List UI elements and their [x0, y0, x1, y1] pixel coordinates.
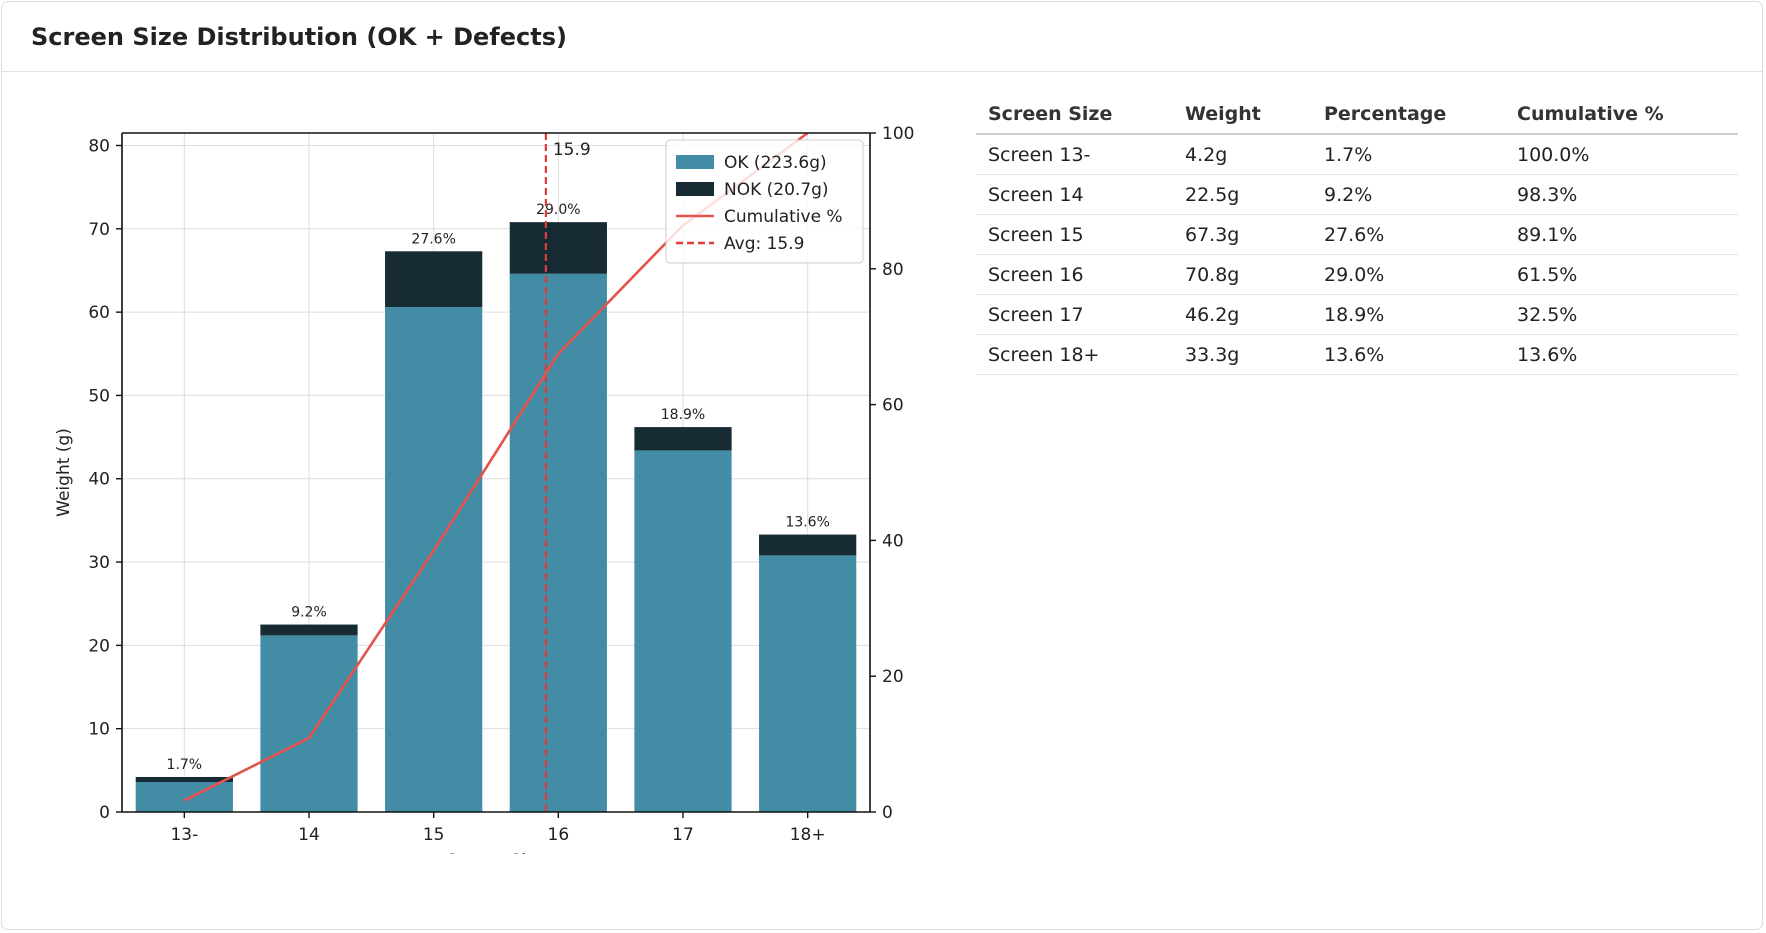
cell-percentage: 1.7%	[1312, 134, 1505, 175]
legend-label: Cumulative %	[724, 207, 843, 227]
cell-percentage: 18.9%	[1312, 294, 1505, 335]
cell-screen-size: Screen 14	[976, 174, 1173, 215]
cell-cumulative: 32.5%	[1505, 294, 1738, 335]
bar-label: 18.9%	[661, 407, 705, 423]
y2-tick-label: 20	[882, 667, 904, 687]
col-header-screen-size: Screen Size	[976, 94, 1173, 135]
cell-weight: 70.8g	[1173, 254, 1312, 295]
distribution-table: Screen Size Weight Percentage Cumulative…	[976, 94, 1738, 375]
col-header-percentage: Percentage	[1312, 94, 1505, 135]
bar-label: 29.0%	[536, 202, 580, 218]
bar-label: 9.2%	[291, 605, 327, 621]
bar-nok	[260, 624, 358, 636]
cell-screen-size: Screen 13-	[976, 134, 1173, 175]
legend-label: NOK (20.7g)	[724, 180, 829, 200]
table-row: Screen 15 67.3g 27.6% 89.1%	[976, 214, 1738, 255]
bar-ok	[509, 273, 607, 812]
cell-screen-size: Screen 17	[976, 294, 1173, 335]
legend-label: OK (223.6g)	[724, 153, 827, 173]
col-header-cumulative: Cumulative %	[1505, 94, 1738, 135]
x-tick-label: 14	[298, 825, 320, 845]
col-header-weight: Weight	[1173, 94, 1312, 135]
bar-ok	[135, 782, 233, 812]
avg-line-label: 15.9	[553, 140, 591, 160]
card-title: Screen Size Distribution (OK + Defects)	[31, 22, 567, 51]
cell-cumulative: 13.6%	[1505, 334, 1738, 375]
y2-tick-label: 80	[882, 260, 904, 280]
bar-ok	[634, 450, 732, 812]
cell-weight: 33.3g	[1173, 334, 1312, 375]
x-tick-label: 16	[548, 825, 570, 845]
y2-tick-label: 0	[882, 803, 893, 823]
y2-tick-label: 60	[882, 396, 904, 416]
card-header: Screen Size Distribution (OK + Defects)	[2, 2, 1762, 72]
cell-cumulative: 100.0%	[1505, 134, 1738, 175]
cell-weight: 22.5g	[1173, 174, 1312, 215]
pareto-chart: 1.7% 9.2% 27.6% 29.0% 18.9% 13.6% 15.9 0 10 20 30 4…	[54, 124, 914, 854]
cell-cumulative: 98.3%	[1505, 174, 1738, 215]
bar-label: 13.6%	[785, 515, 829, 531]
cell-weight: 46.2g	[1173, 294, 1312, 335]
cell-percentage: 29.0%	[1312, 254, 1505, 295]
cell-cumulative: 89.1%	[1505, 214, 1738, 255]
y-tick-label: 80	[88, 136, 110, 156]
cell-screen-size: Screen 15	[976, 214, 1173, 255]
cell-weight: 4.2g	[1173, 134, 1312, 175]
x-axis-label: Screen Size	[447, 851, 546, 854]
cell-weight: 67.3g	[1173, 214, 1312, 255]
bar-nok	[634, 427, 732, 451]
x-tick-label: 18+	[790, 825, 826, 845]
legend-box	[665, 139, 864, 264]
cell-screen-size: Screen 16	[976, 254, 1173, 295]
y-tick-label: 30	[88, 553, 110, 573]
x-tick-label: 17	[672, 825, 694, 845]
x-tick-label: 13-	[170, 825, 198, 845]
table-row: Screen 17 46.2g 18.9% 32.5%	[976, 294, 1738, 335]
bar-nok	[509, 222, 607, 274]
y2-tick-label: 100	[882, 124, 914, 144]
x-tick-label: 15	[423, 825, 445, 845]
y-axis-label: Weight (g)	[54, 428, 74, 517]
bar-nok	[759, 534, 857, 556]
legend-label: Avg: 15.9	[724, 234, 804, 254]
y-tick-label: 60	[88, 303, 110, 323]
y2-tick-label: 40	[882, 531, 904, 551]
y-tick-label: 10	[88, 720, 110, 740]
y-tick-label: 20	[88, 636, 110, 656]
cell-percentage: 27.6%	[1312, 214, 1505, 255]
table-row: Screen 14 22.5g 9.2% 98.3%	[976, 174, 1738, 215]
table-row: Screen 13- 4.2g 1.7% 100.0%	[976, 134, 1738, 175]
y-tick-label: 0	[99, 803, 110, 823]
table-header-row: Screen Size Weight Percentage Cumulative…	[976, 94, 1738, 135]
bar-label: 27.6%	[411, 231, 455, 247]
table-row: Screen 16 70.8g 29.0% 61.5%	[976, 254, 1738, 295]
bar-ok	[759, 555, 857, 812]
legend-swatch	[676, 182, 714, 196]
bar-nok	[385, 251, 483, 308]
bar-nok	[135, 777, 233, 783]
cell-percentage: 9.2%	[1312, 174, 1505, 215]
y-tick-label: 40	[88, 470, 110, 490]
bar-label: 1.7%	[167, 757, 203, 773]
y-tick-label: 70	[88, 220, 110, 240]
y-tick-label: 50	[88, 386, 110, 406]
legend-swatch	[676, 155, 714, 169]
cell-percentage: 13.6%	[1312, 334, 1505, 375]
cell-screen-size: Screen 18+	[976, 334, 1173, 375]
bar-ok	[260, 635, 358, 812]
table-row: Screen 18+ 33.3g 13.6% 13.6%	[976, 334, 1738, 375]
cell-cumulative: 61.5%	[1505, 254, 1738, 295]
bar-ok	[385, 307, 483, 812]
